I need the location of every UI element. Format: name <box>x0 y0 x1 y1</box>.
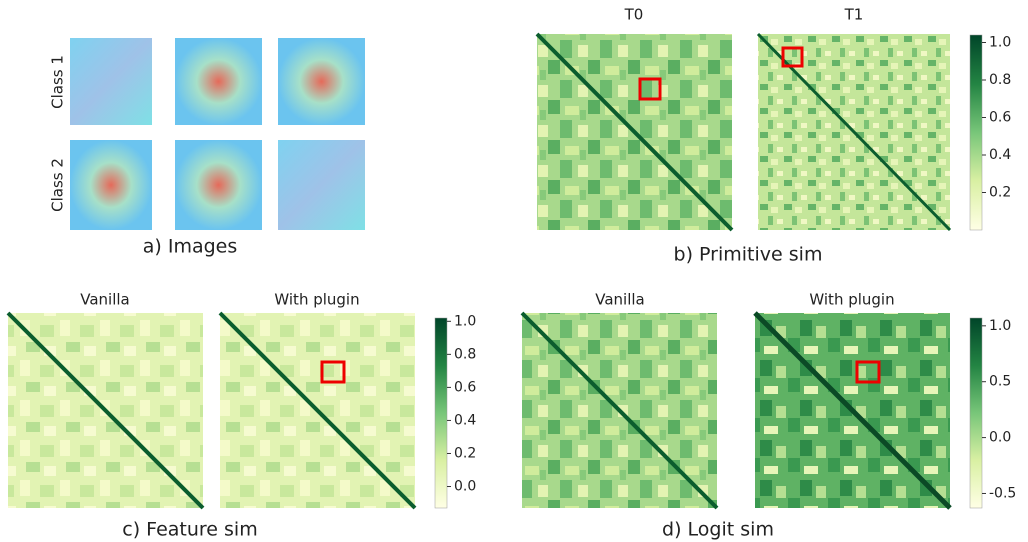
image <box>278 140 365 230</box>
colorbar-tick-label: 0.0 <box>989 430 1011 446</box>
heatmap-title: Vanilla <box>80 291 130 309</box>
colorbar-tick-label: 0.4 <box>989 147 1011 163</box>
colorbar <box>970 35 982 230</box>
colorbar-tick-label: 0.0 <box>454 479 476 495</box>
colorbar <box>435 318 447 508</box>
image <box>175 38 262 125</box>
caption: c) Feature sim <box>122 519 257 541</box>
colorbar-tick-label: 0.8 <box>454 346 476 362</box>
colorbar-tick-label: 0.6 <box>989 110 1011 126</box>
row-label: Class 2 <box>49 158 67 212</box>
image-grid <box>70 38 365 230</box>
image <box>175 140 262 230</box>
figure: Class 1 Class 2 a) Images T0 T1 b) Primi… <box>0 0 1028 542</box>
image <box>70 140 152 230</box>
colorbar-tick-label: 0.8 <box>989 72 1011 88</box>
colorbar-tick-label: 0.2 <box>454 445 476 461</box>
colorbar-tick-label: 0.2 <box>989 185 1011 201</box>
caption: b) Primitive sim <box>674 244 823 266</box>
colorbar-tick-label: -0.5 <box>989 485 1016 501</box>
heatmap-title: With plugin <box>809 291 894 309</box>
caption: a) Images <box>143 236 238 258</box>
colorbar-tick-label: 1.0 <box>989 318 1011 334</box>
heatmap-title: T1 <box>844 6 864 24</box>
colorbar-tick-label: 0.6 <box>454 379 476 395</box>
heatmap-title: T0 <box>624 6 644 24</box>
caption: d) Logit sim <box>662 519 774 541</box>
heatmap-title: Vanilla <box>595 291 645 309</box>
image <box>278 38 365 125</box>
image <box>70 38 152 125</box>
heatmap-title: With plugin <box>274 291 359 309</box>
colorbar-tick-label: 1.0 <box>989 35 1011 51</box>
colorbar-tick-label: 0.5 <box>989 374 1011 390</box>
colorbar-tick-label: 0.4 <box>454 412 476 428</box>
colorbar-tick-label: 1.0 <box>454 313 476 329</box>
colorbar <box>970 318 982 508</box>
row-label: Class 1 <box>49 55 67 109</box>
